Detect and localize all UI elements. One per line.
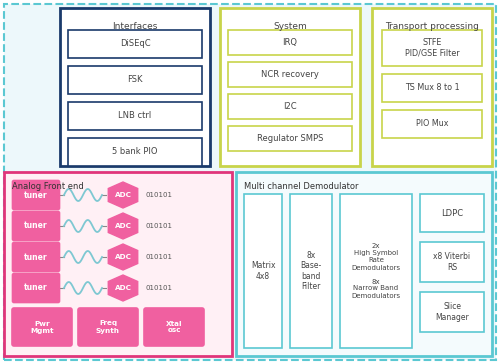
Text: tuner: tuner: [24, 190, 48, 199]
Bar: [68, 138, 202, 166]
FancyBboxPatch shape: [12, 273, 60, 302]
FancyBboxPatch shape: [12, 211, 60, 241]
Bar: [220, 8, 360, 166]
Text: LDPC: LDPC: [441, 209, 463, 218]
Text: Regulator SMPS: Regulator SMPS: [257, 134, 323, 143]
Text: Freq
Synth: Freq Synth: [96, 320, 120, 333]
Bar: [228, 30, 352, 55]
Bar: [228, 126, 352, 151]
Bar: [4, 172, 232, 356]
Text: I2C: I2C: [283, 102, 297, 111]
Text: STFE
PID/GSE Filter: STFE PID/GSE Filter: [404, 38, 460, 58]
Text: 2x
High Symbol
Rate
Demodulators

8x
Narrow Band
Demodulators: 2x High Symbol Rate Demodulators 8x Narr…: [352, 244, 401, 298]
Bar: [420, 292, 484, 332]
FancyBboxPatch shape: [12, 181, 60, 210]
Bar: [68, 30, 202, 58]
Text: x8 Viterbi
RS: x8 Viterbi RS: [434, 252, 470, 272]
Text: 010101: 010101: [146, 192, 173, 198]
Text: ADC: ADC: [114, 223, 132, 229]
FancyBboxPatch shape: [78, 308, 138, 346]
Text: tuner: tuner: [24, 222, 48, 230]
Bar: [236, 172, 492, 356]
Text: Transport processing: Transport processing: [385, 22, 479, 31]
Text: Multi channel Demodulator: Multi channel Demodulator: [244, 182, 358, 191]
Text: System: System: [273, 22, 307, 31]
FancyBboxPatch shape: [12, 242, 60, 272]
FancyBboxPatch shape: [12, 308, 72, 346]
Bar: [228, 62, 352, 87]
Text: Xtal
osc: Xtal osc: [166, 320, 182, 333]
Bar: [420, 194, 484, 232]
Text: ADC: ADC: [114, 254, 132, 260]
Text: IRQ: IRQ: [282, 38, 298, 47]
Text: tuner: tuner: [24, 253, 48, 261]
Text: Slice
Manager: Slice Manager: [435, 302, 469, 322]
Text: FSK: FSK: [127, 75, 143, 84]
Bar: [68, 66, 202, 94]
Text: DiSEqC: DiSEqC: [120, 40, 150, 48]
Text: LNB ctrl: LNB ctrl: [118, 111, 152, 120]
Polygon shape: [108, 244, 138, 270]
Text: 010101: 010101: [146, 285, 173, 291]
Text: Interfaces: Interfaces: [112, 22, 158, 31]
Text: 010101: 010101: [146, 223, 173, 229]
Bar: [340, 194, 412, 348]
Text: 010101: 010101: [146, 254, 173, 260]
Text: Matrix
4x8: Matrix 4x8: [251, 261, 275, 281]
Bar: [68, 102, 202, 130]
Text: TS Mux 8 to 1: TS Mux 8 to 1: [404, 83, 460, 92]
Bar: [382, 74, 482, 102]
Bar: [382, 110, 482, 138]
Bar: [60, 8, 210, 166]
Polygon shape: [108, 213, 138, 239]
Polygon shape: [108, 275, 138, 301]
Text: tuner: tuner: [24, 284, 48, 293]
Bar: [228, 94, 352, 119]
Bar: [244, 194, 282, 348]
Polygon shape: [108, 182, 138, 208]
Bar: [290, 194, 332, 348]
Text: ADC: ADC: [114, 285, 132, 291]
Bar: [372, 8, 492, 166]
Bar: [382, 30, 482, 66]
FancyBboxPatch shape: [144, 308, 204, 346]
Text: 5 bank PIO: 5 bank PIO: [112, 147, 158, 157]
Text: Analog Front end: Analog Front end: [12, 182, 84, 191]
Text: Pwr
Mgmt: Pwr Mgmt: [30, 320, 54, 333]
Text: 8x
Base-
band
Filter: 8x Base- band Filter: [300, 251, 322, 291]
Text: NCR recovery: NCR recovery: [261, 70, 319, 79]
Text: ADC: ADC: [114, 192, 132, 198]
Bar: [420, 242, 484, 282]
Text: PIO Mux: PIO Mux: [416, 119, 448, 128]
